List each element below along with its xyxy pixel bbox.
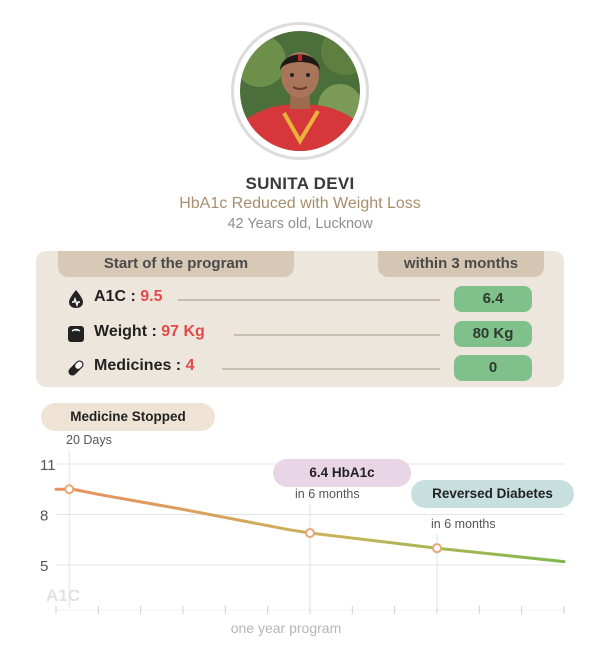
medicines-after-value: 0 xyxy=(454,355,532,381)
weight-label: Weight : 97 Kg xyxy=(94,323,205,340)
within-3-months-label: within 3 months xyxy=(378,251,544,277)
blood-drop-icon xyxy=(69,290,83,308)
medicines-label: Medicines : 4 xyxy=(94,357,195,374)
start-of-program-label: Start of the program xyxy=(58,251,294,277)
patient-name: SUNITA DEVI xyxy=(245,174,355,193)
y-tick-label: 8 xyxy=(40,508,48,525)
avatar-photo xyxy=(240,31,360,151)
weight-before-value: 97 Kg xyxy=(161,323,205,340)
x-axis-label: one year program xyxy=(230,620,342,636)
hba1c-note: in 6 months xyxy=(295,487,360,501)
progress-summary-panel: Start of the program within 3 months A1C… xyxy=(36,251,564,387)
a1c-label: A1C : 9.5 xyxy=(94,288,163,305)
y-tick-label: 11 xyxy=(40,457,56,474)
medicine-stopped-tag: Medicine Stopped xyxy=(41,403,215,431)
avatar xyxy=(240,31,360,151)
weight-after-value: 80 Kg xyxy=(454,321,532,347)
a1c-row: A1C : 9.5 6.4 xyxy=(66,286,546,312)
weight-arrow-line xyxy=(234,334,440,336)
medicines-arrow-line xyxy=(222,368,440,370)
y-tick-label: 5 xyxy=(40,558,48,575)
a1c-line-chart: 11 8 5 xyxy=(40,450,566,614)
chart-markers xyxy=(64,484,442,554)
medicine-stopped-note: 20 Days xyxy=(66,433,112,447)
patient-details: 42 Years old, Lucknow xyxy=(227,216,373,232)
reversed-diabetes-tag: Reversed Diabetes xyxy=(411,480,574,508)
a1c-arrow-line xyxy=(178,299,440,301)
medicines-before-value: 4 xyxy=(185,357,195,374)
a1c-series-line xyxy=(54,487,566,564)
a1c-after-value: 6.4 xyxy=(454,286,532,312)
weight-row: Weight : 97 Kg 80 Kg xyxy=(66,321,546,347)
medicines-row: Medicines : 4 0 xyxy=(66,355,546,381)
pill-icon xyxy=(68,360,84,376)
avatar-ring xyxy=(231,22,369,160)
y-axis-watermark: A1C xyxy=(46,586,81,605)
hba1c-tag: 6.4 HbA1c xyxy=(273,459,411,487)
patient-headline: HbA1c Reduced with Weight Loss xyxy=(179,195,421,212)
data-point-marker xyxy=(432,543,442,554)
reversed-diabetes-note: in 6 months xyxy=(431,517,496,531)
y-axis-ticks: 11 8 5 xyxy=(40,457,56,575)
data-point-marker xyxy=(64,484,75,495)
weighing-scale-icon xyxy=(68,326,84,342)
data-point-marker xyxy=(305,528,315,539)
a1c-before-value: 9.5 xyxy=(140,288,163,305)
